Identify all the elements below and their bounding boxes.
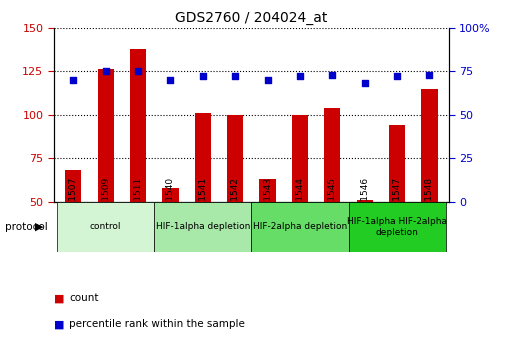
Bar bbox=[65, 170, 82, 202]
Text: GSM71543: GSM71543 bbox=[263, 177, 272, 226]
Text: GSM71547: GSM71547 bbox=[392, 177, 402, 226]
Text: GSM71541: GSM71541 bbox=[199, 177, 207, 226]
Text: GSM71544: GSM71544 bbox=[295, 177, 304, 226]
Point bbox=[393, 73, 401, 79]
Text: HIF-1alpha depletion: HIF-1alpha depletion bbox=[155, 222, 250, 231]
Point bbox=[102, 68, 110, 74]
Bar bbox=[251, 202, 348, 252]
Bar bbox=[324, 108, 341, 202]
Point bbox=[296, 73, 304, 79]
Point bbox=[361, 81, 369, 86]
Text: control: control bbox=[90, 222, 122, 231]
Bar bbox=[292, 115, 308, 202]
Point bbox=[134, 68, 142, 74]
Text: HIF-2alpha depletion: HIF-2alpha depletion bbox=[253, 222, 347, 231]
Bar bbox=[154, 202, 251, 252]
Point bbox=[231, 73, 239, 79]
Bar bbox=[348, 202, 446, 252]
Point bbox=[328, 72, 337, 77]
Text: GSM71548: GSM71548 bbox=[425, 177, 434, 226]
Bar bbox=[227, 115, 243, 202]
Bar bbox=[97, 69, 114, 202]
Bar bbox=[421, 89, 438, 202]
Text: GSM71511: GSM71511 bbox=[133, 177, 143, 226]
Title: GDS2760 / 204024_at: GDS2760 / 204024_at bbox=[175, 11, 328, 25]
Point bbox=[199, 73, 207, 79]
Text: count: count bbox=[69, 294, 99, 303]
Text: GSM71542: GSM71542 bbox=[231, 177, 240, 226]
Point bbox=[264, 77, 272, 82]
Text: GSM71540: GSM71540 bbox=[166, 177, 175, 226]
Text: GSM71507: GSM71507 bbox=[69, 177, 78, 226]
Point bbox=[425, 72, 433, 77]
Text: HIF-1alpha HIF-2alpha
depletion: HIF-1alpha HIF-2alpha depletion bbox=[347, 217, 447, 237]
Point bbox=[69, 77, 77, 82]
Bar bbox=[130, 49, 146, 202]
Bar bbox=[57, 202, 154, 252]
Bar bbox=[260, 179, 275, 202]
Text: percentile rank within the sample: percentile rank within the sample bbox=[69, 319, 245, 329]
Bar bbox=[357, 200, 373, 202]
Text: GSM71509: GSM71509 bbox=[101, 177, 110, 226]
Text: GSM71546: GSM71546 bbox=[360, 177, 369, 226]
Bar bbox=[389, 125, 405, 202]
Text: ■: ■ bbox=[54, 294, 64, 303]
Text: ▶: ▶ bbox=[35, 222, 44, 232]
Text: ■: ■ bbox=[54, 319, 64, 329]
Text: GSM71545: GSM71545 bbox=[328, 177, 337, 226]
Bar bbox=[162, 188, 179, 202]
Text: protocol: protocol bbox=[5, 222, 48, 232]
Point bbox=[166, 77, 174, 82]
Bar bbox=[195, 113, 211, 202]
